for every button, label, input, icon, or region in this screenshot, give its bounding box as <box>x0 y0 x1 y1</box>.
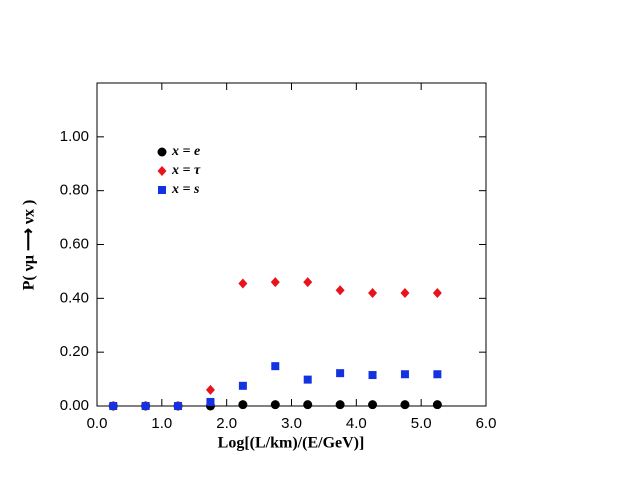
point <box>433 370 442 379</box>
point <box>432 400 442 410</box>
point <box>335 285 345 296</box>
x-tick-label: 0.0 <box>87 415 108 432</box>
y-tick-label: 1.00 <box>60 128 89 145</box>
x-tick-label: 6.0 <box>476 415 497 432</box>
point <box>238 400 248 410</box>
point <box>335 400 345 410</box>
legend-label: x = τ <box>171 163 201 178</box>
point <box>368 371 377 380</box>
point <box>174 402 183 410</box>
point <box>271 362 280 371</box>
x-tick-label: 3.0 <box>281 415 302 432</box>
plot-frame <box>96 82 487 407</box>
y-tick-label: 0.40 <box>60 289 89 306</box>
point <box>400 287 410 298</box>
y-tick-label: 0.20 <box>60 343 89 360</box>
point <box>400 370 409 379</box>
legend-label: x = e <box>171 144 200 159</box>
y-tick-label: 0.00 <box>60 397 89 414</box>
legend-label: x = s <box>171 182 200 197</box>
x-axis-label: Log[(L/km)/(E/GeV)] <box>218 435 365 452</box>
x-tick-label: 5.0 <box>411 415 432 432</box>
legend-marker <box>157 166 167 176</box>
x-tick-label: 2.0 <box>216 415 237 432</box>
point <box>303 400 313 410</box>
x-tick-label: 4.0 <box>346 415 367 432</box>
x-tick-label: 1.0 <box>151 415 172 432</box>
point <box>432 287 442 298</box>
point <box>400 400 410 410</box>
point <box>270 400 280 410</box>
point <box>206 397 215 406</box>
point <box>205 384 215 395</box>
point <box>109 402 118 410</box>
legend-marker <box>158 186 166 194</box>
point <box>303 375 312 384</box>
y-tick-label: 0.80 <box>60 182 89 199</box>
y-axis-label: P( νμ ⟶ νx ) <box>21 200 38 291</box>
point <box>368 400 378 410</box>
point <box>141 402 150 410</box>
point <box>270 277 280 288</box>
point <box>336 369 345 378</box>
point <box>238 278 248 289</box>
point <box>303 277 313 288</box>
point <box>238 381 247 390</box>
y-tick-label: 0.60 <box>60 235 89 252</box>
point <box>368 287 378 298</box>
legend-marker <box>157 147 167 157</box>
